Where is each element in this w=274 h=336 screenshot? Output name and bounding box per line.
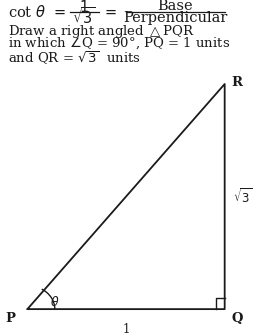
Text: Q: Q [232, 312, 243, 325]
Text: $\theta$: $\theta$ [50, 295, 59, 309]
Text: cot $\theta$: cot $\theta$ [8, 4, 46, 20]
Text: $\sqrt{3}$: $\sqrt{3}$ [233, 187, 252, 206]
Text: R: R [232, 76, 242, 89]
Text: Base: Base [158, 0, 193, 13]
Text: $\sqrt{3}$: $\sqrt{3}$ [72, 6, 95, 27]
Text: P: P [5, 312, 15, 325]
Text: Draw a right angled $\triangle$PQR: Draw a right angled $\triangle$PQR [8, 24, 195, 40]
Text: 1: 1 [122, 323, 130, 336]
Text: $=$: $=$ [51, 5, 67, 19]
Text: and QR = $\sqrt{3}$  units: and QR = $\sqrt{3}$ units [8, 49, 141, 67]
Text: $1$: $1$ [79, 0, 89, 15]
Text: in which $\angle$Q = 90°, PQ = 1 units: in which $\angle$Q = 90°, PQ = 1 units [8, 36, 230, 51]
Text: Perpendicular: Perpendicular [123, 11, 227, 25]
Text: $=$: $=$ [102, 5, 117, 19]
